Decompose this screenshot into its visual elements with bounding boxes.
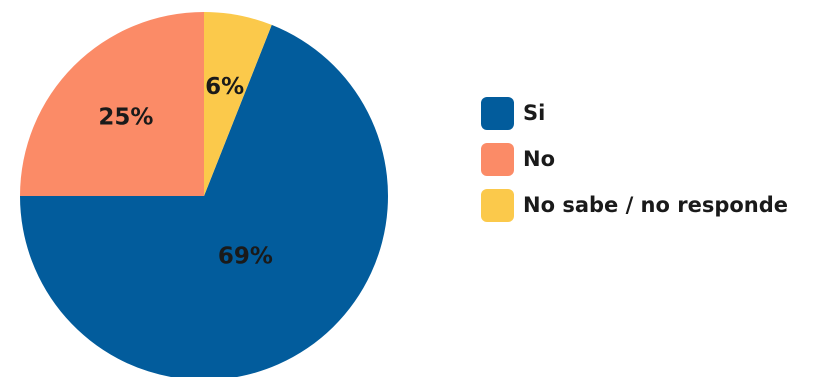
legend-item-no[interactable]: No [481,142,826,176]
pie-chart-svg: 69% 25% 6% [20,12,388,377]
legend-label-si: Si [523,101,546,125]
slice-label-no-sabe: 6% [205,74,244,100]
legend-swatch-no-sabe [481,188,514,222]
slice-label-si: 69% [218,243,273,269]
legend-item-si[interactable]: Si [481,96,826,130]
legend-swatch-si [481,96,514,130]
legend-swatch-no [481,142,514,176]
legend: Si No No sabe / no responde [481,96,826,234]
slice-no-sabe[interactable] [204,12,272,196]
slice-label-no: 25% [98,104,153,130]
legend-label-no: No [523,147,556,171]
slice-si[interactable] [20,24,388,377]
slice-no[interactable] [20,12,204,196]
legend-label-no-sabe: No sabe / no responde [523,193,789,217]
legend-item-no-sabe[interactable]: No sabe / no responde [481,188,826,222]
